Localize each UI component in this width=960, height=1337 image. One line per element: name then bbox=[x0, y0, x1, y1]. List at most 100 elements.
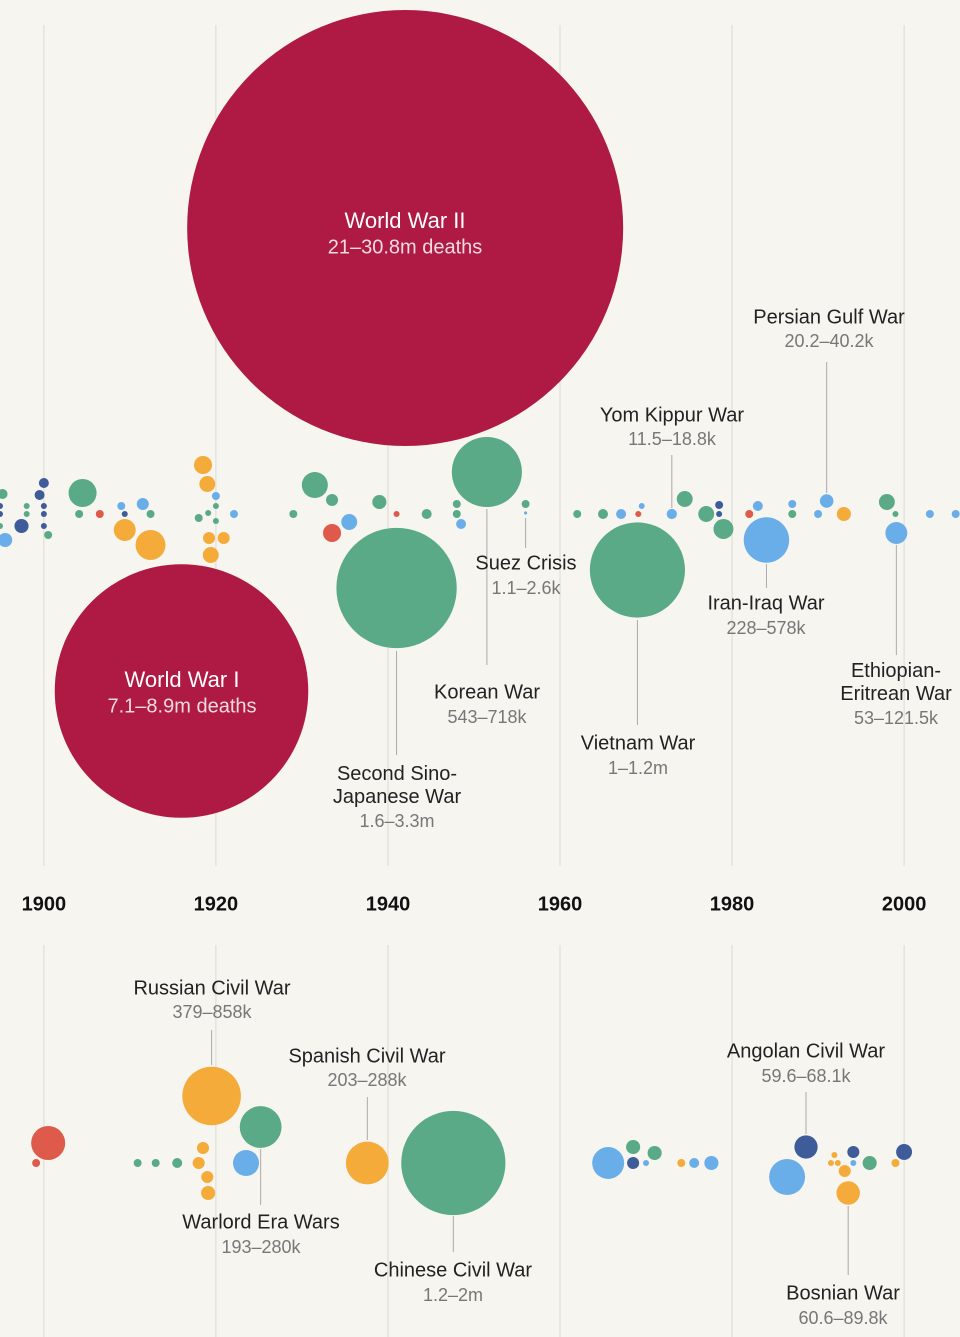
bubble bbox=[713, 519, 734, 539]
bubble bbox=[201, 1185, 216, 1201]
bubble bbox=[647, 1145, 662, 1161]
bubble bbox=[0, 510, 4, 518]
bubble-name: Chinese Civil War bbox=[374, 1259, 533, 1281]
bubble bbox=[212, 502, 219, 510]
bubble bbox=[794, 1135, 818, 1159]
bubble bbox=[421, 509, 432, 519]
bubble bbox=[401, 1110, 506, 1216]
bubble bbox=[598, 509, 609, 519]
bubble bbox=[850, 1159, 857, 1167]
bubble bbox=[326, 493, 339, 507]
bubble-name: Ethiopian-Eritrean War bbox=[840, 660, 952, 705]
bubble-name: Vietnam War bbox=[581, 732, 696, 754]
bubble bbox=[113, 519, 136, 541]
bubble bbox=[133, 1159, 142, 1167]
bubble bbox=[323, 523, 342, 543]
bubble bbox=[892, 510, 899, 518]
bubble bbox=[205, 509, 212, 517]
bubble bbox=[589, 522, 685, 618]
bubble bbox=[31, 1125, 66, 1161]
bubble bbox=[635, 510, 642, 518]
bubble bbox=[211, 492, 220, 500]
bubble bbox=[212, 517, 219, 525]
bubble bbox=[0, 532, 13, 548]
bubble bbox=[676, 491, 693, 507]
bubble bbox=[951, 510, 960, 518]
bubble bbox=[23, 502, 30, 510]
bubble bbox=[814, 510, 823, 518]
bubble bbox=[201, 1170, 214, 1184]
bubble bbox=[345, 1141, 389, 1185]
bubble bbox=[616, 509, 627, 519]
bubble bbox=[187, 10, 624, 446]
bubble bbox=[451, 436, 522, 508]
bubble bbox=[788, 500, 797, 508]
bubble bbox=[862, 1155, 877, 1171]
bubble-name: Warlord Era Wars bbox=[182, 1211, 339, 1233]
bubble bbox=[452, 500, 461, 508]
bubble bbox=[229, 510, 238, 518]
bubble bbox=[301, 471, 328, 499]
bubble bbox=[878, 494, 895, 510]
labels: 1900 1920 1940 1960 1980 2000 World War II 21–3… bbox=[22, 208, 952, 1328]
bubble bbox=[192, 1156, 205, 1170]
x-tick-label: 1900 bbox=[22, 893, 67, 915]
bubble-name: Korean War bbox=[434, 681, 540, 703]
bubble-value-label: 193–280k bbox=[221, 1237, 301, 1257]
bubble bbox=[393, 510, 400, 518]
bubble bbox=[372, 494, 387, 510]
bubble bbox=[643, 1159, 650, 1167]
bubble-name: Spanish Civil War bbox=[288, 1045, 445, 1067]
bubble bbox=[838, 1164, 851, 1178]
bubble bbox=[745, 510, 754, 518]
bubble bbox=[341, 514, 358, 530]
bubble bbox=[44, 531, 53, 539]
bubble bbox=[54, 564, 309, 818]
bubble-value-label: 203–288k bbox=[327, 1070, 407, 1090]
bubble-value-label: 7.1–8.9m deaths bbox=[108, 695, 257, 717]
bubble bbox=[743, 517, 790, 563]
bubble bbox=[456, 519, 467, 529]
bubble bbox=[202, 547, 219, 563]
bubble bbox=[40, 510, 47, 518]
x-tick-label: 1980 bbox=[710, 893, 755, 915]
bubble-name: Yom Kippur War bbox=[600, 404, 744, 426]
bubble bbox=[666, 508, 677, 520]
bubble-name: Persian Gulf War bbox=[753, 306, 905, 328]
bubble bbox=[524, 511, 528, 515]
bubble bbox=[146, 510, 155, 518]
bubble-value-label: 1–1.2m bbox=[608, 758, 668, 778]
bubble bbox=[135, 530, 166, 560]
x-tick-label: 1960 bbox=[538, 893, 583, 915]
bubble bbox=[752, 501, 763, 511]
bubble bbox=[452, 510, 461, 518]
bubble bbox=[769, 1159, 806, 1195]
bubble-name: Suez Crisis bbox=[475, 552, 576, 574]
bubble-name: World War I bbox=[125, 667, 240, 692]
bubble bbox=[891, 1159, 900, 1167]
bubble bbox=[193, 455, 213, 475]
bubble bbox=[715, 501, 724, 509]
bubble bbox=[925, 510, 934, 518]
bubble-value-label: 1.1–2.6k bbox=[491, 578, 561, 598]
bubble-value-label: 379–858k bbox=[172, 1002, 252, 1022]
bubble bbox=[95, 510, 104, 518]
bubble-value-label: 53–121.5k bbox=[854, 708, 939, 728]
bubble bbox=[592, 1147, 625, 1179]
bubble bbox=[626, 1139, 641, 1155]
bubble bbox=[196, 1141, 210, 1155]
bubble bbox=[34, 490, 45, 500]
bubble bbox=[704, 1155, 719, 1171]
bubble bbox=[23, 510, 30, 518]
bubble bbox=[32, 1159, 41, 1167]
bubble-value-label: 11.5–18.8k bbox=[628, 429, 717, 449]
bubble bbox=[638, 502, 645, 510]
bubble bbox=[199, 476, 216, 492]
bubble bbox=[336, 527, 457, 649]
bubble bbox=[194, 514, 203, 522]
bubble-value-label: 228–578k bbox=[726, 618, 806, 638]
x-tick-label: 1920 bbox=[194, 893, 239, 915]
bubble bbox=[289, 510, 298, 518]
bubble bbox=[0, 522, 4, 530]
